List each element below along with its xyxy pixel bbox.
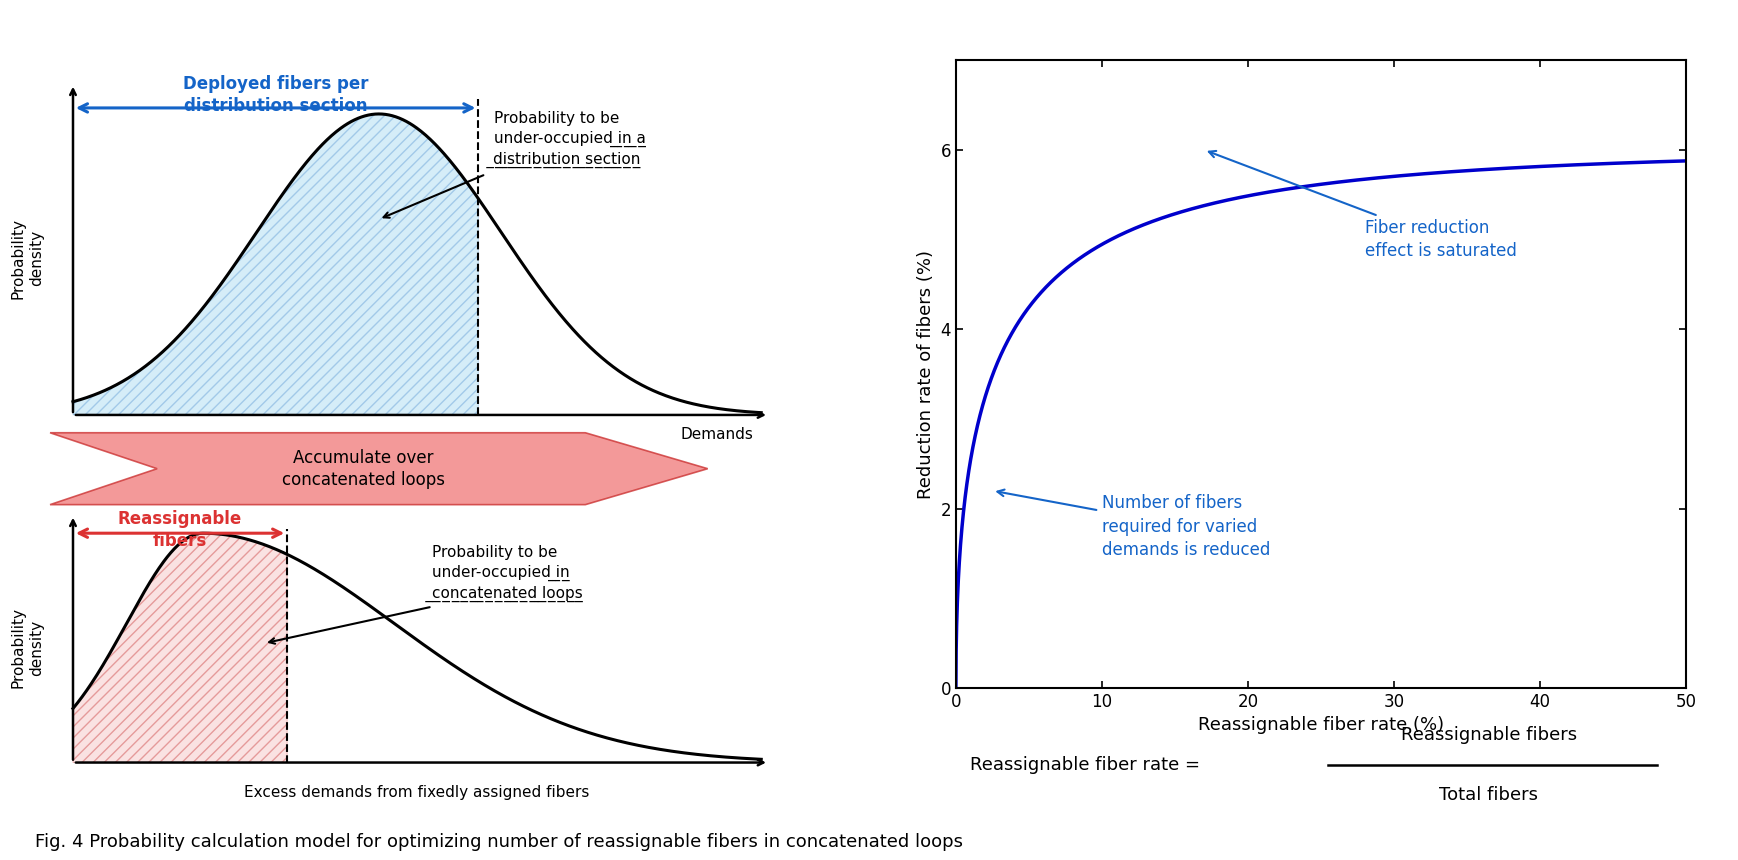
Text: Probability to be
under-occupied ̲i̲n̲
̲c̲o̲n̲c̲a̲t̲e̲n̲a̲t̲e̲d̲ ̲l̲o̲o̲p̲s̲: Probability to be under-occupied ̲i̲n̲ ̲… bbox=[433, 545, 584, 602]
Text: Reassignable fiber rate =: Reassignable fiber rate = bbox=[970, 757, 1206, 774]
Text: Probability
density: Probability density bbox=[10, 218, 43, 299]
Text: Fig. 4 Probability calculation model for optimizing number of reassignable fiber: Fig. 4 Probability calculation model for… bbox=[35, 833, 963, 851]
Text: Probability
density: Probability density bbox=[10, 607, 43, 688]
Text: Number of fibers
required for varied
demands is reduced: Number of fibers required for varied dem… bbox=[998, 489, 1270, 559]
Text: Reassignable
fibers: Reassignable fibers bbox=[118, 510, 242, 550]
Polygon shape bbox=[50, 433, 707, 505]
Text: Demands: Demands bbox=[681, 427, 754, 442]
Text: Reassignable fibers: Reassignable fibers bbox=[1401, 727, 1576, 744]
Text: Deployed fibers per
distribution section: Deployed fibers per distribution section bbox=[182, 75, 368, 115]
X-axis label: Reassignable fiber rate (%): Reassignable fiber rate (%) bbox=[1197, 716, 1444, 734]
Text: Accumulate over
concatenated loops: Accumulate over concatenated loops bbox=[282, 449, 445, 488]
Text: Excess demands from fixedly assigned fibers: Excess demands from fixedly assigned fib… bbox=[245, 785, 589, 801]
Text: Fiber reduction
effect is saturated: Fiber reduction effect is saturated bbox=[1210, 151, 1517, 261]
Text: Probability to be
under-occupied ̲i̲n̲ ̲a̲
̲d̲i̲s̲t̲r̲i̲b̲u̲t̲i̲o̲n̲ ̲s̲e̲c̲t̲i̲: Probability to be under-occupied ̲i̲n̲ ̲… bbox=[494, 111, 645, 169]
Y-axis label: Reduction rate of fibers (%): Reduction rate of fibers (%) bbox=[918, 249, 935, 499]
Text: Total fibers: Total fibers bbox=[1439, 787, 1538, 804]
